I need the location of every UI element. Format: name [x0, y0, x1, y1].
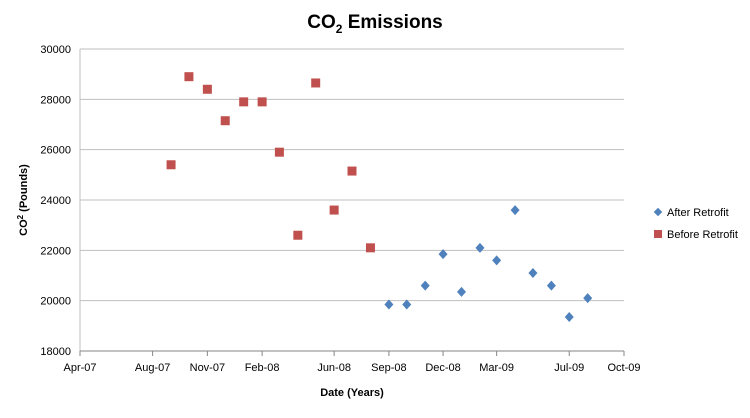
data-point-before-retrofit: [184, 72, 194, 82]
x-tick-label: Jul-09: [554, 362, 584, 374]
data-point-after-retrofit: [457, 286, 467, 297]
chart-title: CO2 Emissions: [307, 12, 443, 36]
x-axis-tick-labels: Apr-07 Aug-07 Nov-07 Feb-08 Jun-08 Sep-08 Dec-…: [63, 351, 641, 374]
legend-label-after-retrofit: After Retrofit: [667, 207, 729, 219]
x-tick-label: Dec-08: [425, 362, 460, 374]
data-point-before-retrofit: [239, 97, 249, 107]
legend-marker-after-retrofit: [653, 207, 663, 217]
x-tick-label: Aug-07: [135, 362, 170, 374]
data-point-after-retrofit: [438, 249, 448, 260]
x-tick-label: Mar-09: [479, 362, 514, 374]
data-point-before-retrofit: [293, 230, 303, 240]
data-point-after-retrofit: [546, 280, 556, 291]
y-tick-label: 30000: [40, 44, 71, 56]
x-tick-label: Feb-08: [245, 362, 280, 374]
x-tick-label: Apr-07: [63, 362, 96, 374]
y-tick-label: 22000: [40, 245, 71, 257]
data-point-after-retrofit: [492, 255, 502, 266]
y-tick-label: 28000: [40, 94, 71, 106]
y-tick-label: 18000: [40, 346, 71, 358]
legend: After Retrofit Before Retrofit: [653, 207, 738, 241]
data-point-before-retrofit: [257, 97, 267, 107]
y-tick-label: 26000: [40, 145, 71, 157]
data-point-after-retrofit: [528, 267, 538, 278]
data-point-after-retrofit: [564, 312, 574, 323]
x-tick-label: Sep-08: [371, 362, 406, 374]
legend-label-before-retrofit: Before Retrofit: [667, 229, 738, 241]
data-point-after-retrofit: [475, 242, 485, 253]
data-point-before-retrofit: [329, 205, 339, 215]
data-point-before-retrofit: [347, 166, 357, 176]
series-after-retrofit: [384, 205, 593, 323]
legend-marker-before-retrofit: [654, 230, 662, 238]
data-point-before-retrofit: [365, 243, 375, 253]
x-tick-label: Oct-09: [607, 362, 640, 374]
data-point-before-retrofit: [311, 78, 321, 88]
y-tick-label: 24000: [40, 195, 71, 207]
data-point-after-retrofit: [510, 205, 520, 216]
data-point-after-retrofit: [420, 280, 430, 291]
gridlines: [80, 48, 624, 302]
y-tick-label: 20000: [40, 296, 71, 308]
data-point-after-retrofit: [583, 293, 593, 304]
y-axis-tick-labels: 18000 20000 22000 24000 26000 28000 30000: [40, 44, 71, 358]
x-tick-label: Nov-07: [190, 362, 225, 374]
data-point-before-retrofit: [220, 116, 230, 126]
data-point-before-retrofit: [274, 147, 284, 157]
x-axis-title: Date (Years): [320, 387, 384, 399]
legend-item-before-retrofit: Before Retrofit: [654, 229, 738, 241]
data-points: [166, 72, 593, 323]
data-point-after-retrofit: [384, 299, 394, 310]
data-point-before-retrofit: [202, 84, 212, 94]
data-point-after-retrofit: [402, 299, 412, 310]
legend-item-after-retrofit: After Retrofit: [653, 207, 729, 219]
data-point-before-retrofit: [166, 160, 176, 170]
x-tick-label: Jun-08: [317, 362, 351, 374]
y-axis-title: CO2 (Pounds): [16, 164, 30, 236]
series-before-retrofit: [166, 72, 375, 253]
